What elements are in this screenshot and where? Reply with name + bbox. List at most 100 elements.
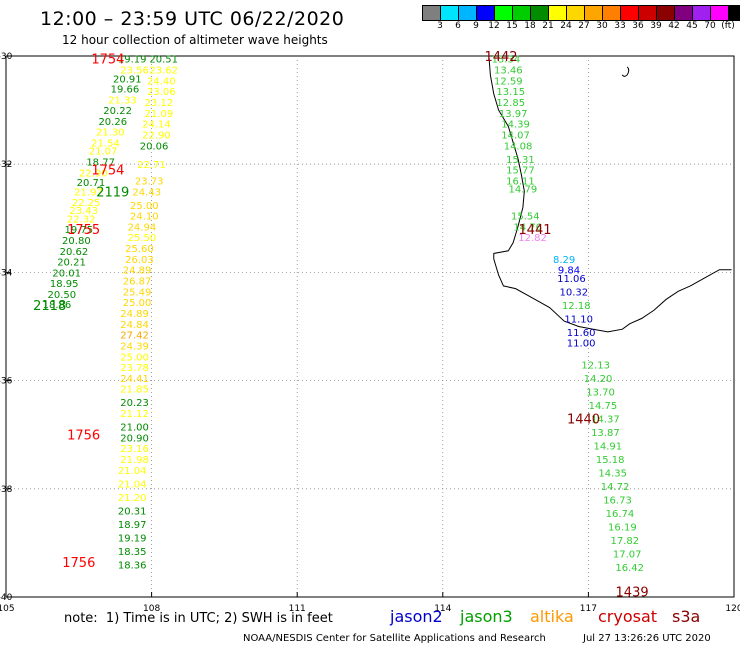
wave-height-value: 14.20 — [584, 374, 613, 385]
wave-height-value: 21.04 — [118, 466, 147, 477]
wave-height-value: 21.20 — [118, 493, 147, 504]
wave-height-value: 21.07 — [89, 147, 118, 158]
wave-height-value: 20.71 — [77, 178, 106, 189]
wave-height-value: 18.36 — [118, 561, 147, 572]
legend-number: 21 — [542, 21, 554, 31]
wave-height-value: 19.75 — [64, 225, 93, 236]
wave-height-value: 12.82 — [518, 233, 547, 244]
wave-height-value: 14.75 — [589, 401, 618, 412]
legend-number: 30 — [596, 21, 608, 31]
lat-tick-label: -32 — [0, 160, 12, 170]
wave-height-value: 23.62 — [149, 66, 178, 77]
wave-height-value: 22.25 — [72, 198, 101, 209]
timestamp-text: Jul 27 13:26:26 UTC 2020 — [583, 633, 711, 644]
wave-height-value: 14.07 — [501, 130, 530, 141]
legend-number: 27 — [578, 21, 590, 31]
wave-height-value: 17.07 — [613, 550, 642, 561]
wave-height-value: 9.84 — [558, 266, 580, 277]
pass-time-label: 1754 — [91, 164, 124, 179]
wave-height-value: 24.39 — [120, 341, 149, 352]
wave-height-value: 21.00 — [120, 423, 149, 434]
legend-swatch — [621, 6, 639, 20]
wave-height-value: 20.31 — [118, 506, 147, 517]
legend-swatch — [693, 6, 711, 20]
wave-height-value: 20.51 — [149, 55, 178, 66]
wave-height-value: 12.85 — [496, 98, 525, 109]
wave-height-value: 11.06 — [557, 274, 586, 285]
lon-tick-label: 120 — [725, 604, 740, 614]
legend-swatch — [603, 6, 621, 20]
wave-height-value: 20.91 — [113, 75, 142, 86]
wave-height-value: 20.06 — [140, 141, 169, 152]
wave-height-value: 23.78 — [120, 363, 149, 374]
axis-ticks: 105 108 111 114 117 120 -30 -32 -34 -36 -38 -40 — [0, 52, 740, 614]
wave-height-value: 18.35 — [118, 547, 147, 558]
pass-time-label: 1440 — [567, 412, 600, 427]
pass-time-label: 1756 — [62, 556, 95, 571]
pass-time-label: 2118 — [33, 299, 66, 314]
legend-swatch — [423, 6, 441, 20]
wave-height-value: 10.32 — [560, 287, 589, 298]
legend-number: 36 — [632, 21, 644, 31]
wave-height-value: 19.19 — [118, 533, 147, 544]
legend-swatch — [675, 6, 693, 20]
wave-height-value: 22.71 — [137, 160, 166, 171]
wave-height-value: 14.76 — [513, 222, 542, 233]
lat-tick-label: -30 — [0, 52, 13, 62]
pass-time-label: 1754 — [91, 53, 124, 68]
wave-height-value: 11.00 — [567, 339, 596, 350]
wave-height-value: 20.90 — [120, 433, 149, 444]
legend-number: 70 — [704, 21, 716, 31]
lon-tick-label: 114 — [434, 604, 451, 614]
lat-tick-label: -36 — [0, 377, 13, 387]
wave-height-value: 14.72 — [601, 482, 630, 493]
wave-height-value: 24.89 — [123, 266, 152, 277]
wave-height-value: 12.59 — [494, 76, 523, 87]
wave-height-value: 11.10 — [564, 314, 593, 325]
lat-tick-label: -38 — [0, 485, 13, 495]
wave-height-value: 15.54 — [511, 212, 540, 223]
wave-height-value: 23.43 — [69, 206, 98, 217]
legend-swatch — [477, 6, 495, 20]
wave-height-value: 26.87 — [123, 277, 152, 288]
legend-number: 45 — [686, 21, 698, 31]
color-legend — [422, 5, 740, 21]
wave-height-value: 21.97 — [74, 187, 103, 198]
legend-number: 9 — [473, 21, 479, 31]
wave-height-value: 19.19 — [118, 55, 147, 66]
wave-height-value: 25.00 — [123, 298, 152, 309]
satellite-cryosat: cryosat — [598, 607, 658, 626]
wave-height-value: 13.70 — [586, 387, 615, 398]
wave-height-value: 13.97 — [499, 109, 528, 120]
wave-height-value: 14.35 — [598, 469, 627, 480]
wave-height-value: 20.23 — [120, 398, 149, 409]
wave-height-value: 23.16 — [120, 444, 149, 455]
wave-height-value: 20.62 — [60, 247, 89, 258]
wave-height-value: 21.85 — [120, 385, 149, 396]
legend-number: 24 — [560, 21, 572, 31]
island-outline — [621, 66, 630, 77]
satellite-jason3: jason3 — [460, 607, 513, 626]
page-subtitle: 12 hour collection of altimeter wave hei… — [62, 33, 328, 47]
wave-height-value: 21.98 — [120, 455, 149, 466]
wave-height-value: 12.13 — [581, 360, 610, 371]
wave-height-value: 23.56 — [120, 66, 149, 77]
wave-height-value: 21.09 — [145, 109, 174, 120]
credit-text: NOAA/NESDIS Center for Satellite Applica… — [243, 633, 546, 644]
wave-height-value: 22.90 — [79, 168, 108, 179]
wave-height-value: 13.46 — [494, 66, 523, 77]
wave-height-value: 24.41 — [120, 374, 149, 385]
lon-tick-label: 111 — [289, 604, 306, 614]
wave-height-value: 24.40 — [147, 76, 176, 87]
wave-height-value: 20.50 — [47, 290, 76, 301]
page-title: 12:00 – 23:59 UTC 06/22/2020 — [40, 8, 345, 30]
legend-swatch — [531, 6, 549, 20]
wave-height-value: 22.90 — [142, 130, 171, 141]
wave-height-value: 21.54 — [91, 139, 120, 150]
wave-height-value: 23.06 — [147, 87, 176, 98]
australia-coastline — [488, 55, 732, 333]
wave-height-value: 18.86 — [43, 300, 72, 311]
